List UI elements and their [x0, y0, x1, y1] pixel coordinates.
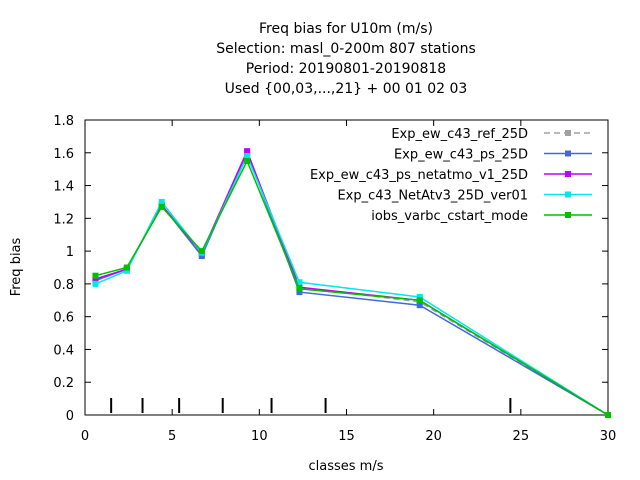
y-tick-label: 1.2: [53, 212, 74, 227]
legend-label: Exp_ew_c43_ps_25D: [394, 148, 528, 163]
y-tick-label: 1.4: [53, 180, 74, 195]
data-point: [123, 267, 130, 274]
x-tick-label: 30: [600, 429, 617, 444]
x-tick-label: 20: [425, 429, 442, 444]
data-point: [92, 280, 99, 287]
y-tick-label: 1.8: [53, 114, 74, 129]
series-line: [95, 159, 609, 416]
legend-marker: [565, 191, 571, 198]
class-boundary-ticks: [110, 398, 512, 413]
data-point: [92, 272, 99, 279]
x-axis: 0 5 10 15 20 25 30: [81, 120, 616, 444]
series-lines: [92, 148, 611, 418]
data-point: [296, 279, 303, 286]
y-tick-label: 0.2: [53, 376, 74, 391]
legend-label: Exp_ew_c43_ps_netatmo_v1_25D: [310, 168, 528, 183]
y-axis: 0 0.2 0.4 0.6 0.8 1 1.2 1.4 1.6 1.8: [53, 114, 608, 424]
title-line: Period: 20190801-20190818: [246, 61, 446, 77]
data-point: [244, 153, 251, 160]
legend-marker: [565, 171, 571, 177]
data-point: [244, 157, 251, 164]
data-point: [158, 198, 165, 205]
data-point: [92, 275, 99, 282]
legend-label: Exp_c43_NetAtv3_25D_ver01: [337, 189, 528, 204]
x-tick-label: 10: [251, 429, 268, 444]
legend-label: iobs_varbc_cstart_mode: [371, 209, 528, 224]
data-point: [296, 285, 303, 292]
legend: Exp_ew_c43_ref_25D Exp_ew_c43_ps_25D Exp_e…: [310, 127, 592, 224]
legend-marker: [565, 150, 571, 157]
title-line: Selection: masl_0-200m 807 stations: [216, 41, 476, 57]
data-point: [198, 248, 205, 255]
x-tick-label: 0: [81, 429, 89, 444]
x-axis-label: classes m/s: [309, 459, 384, 474]
legend-marker: [565, 212, 571, 218]
y-tick-label: 0: [66, 409, 74, 424]
plot-frame: [84, 119, 609, 416]
data-point: [416, 297, 423, 304]
x-tick-label: 25: [513, 429, 530, 444]
y-tick-label: 0.8: [53, 278, 74, 293]
y-tick-label: 0.6: [53, 311, 74, 326]
chart-title: Freq bias for U10m (m/s) Selection: masl_…: [216, 21, 476, 97]
y-tick-label: 1.6: [53, 147, 74, 162]
y-tick-label: 1: [66, 245, 74, 260]
data-point: [416, 302, 423, 309]
title-line: Freq bias for U10m (m/s): [259, 21, 433, 37]
data-point: [123, 264, 130, 271]
legend-marker: [565, 130, 571, 136]
data-point: [605, 412, 611, 418]
data-point: [158, 203, 165, 210]
data-point: [244, 148, 251, 155]
data-point: [416, 294, 423, 300]
legend-label: Exp_ew_c43_ref_25D: [391, 127, 528, 142]
data-point: [198, 253, 205, 260]
title-line: Used {00,03,...,21} + 00 01 02 03: [225, 81, 468, 97]
y-axis-label: Freq bias: [9, 237, 24, 296]
x-tick-label: 5: [168, 429, 176, 444]
data-point: [296, 289, 303, 296]
x-tick-label: 15: [338, 429, 355, 444]
y-tick-label: 0.4: [53, 343, 74, 358]
